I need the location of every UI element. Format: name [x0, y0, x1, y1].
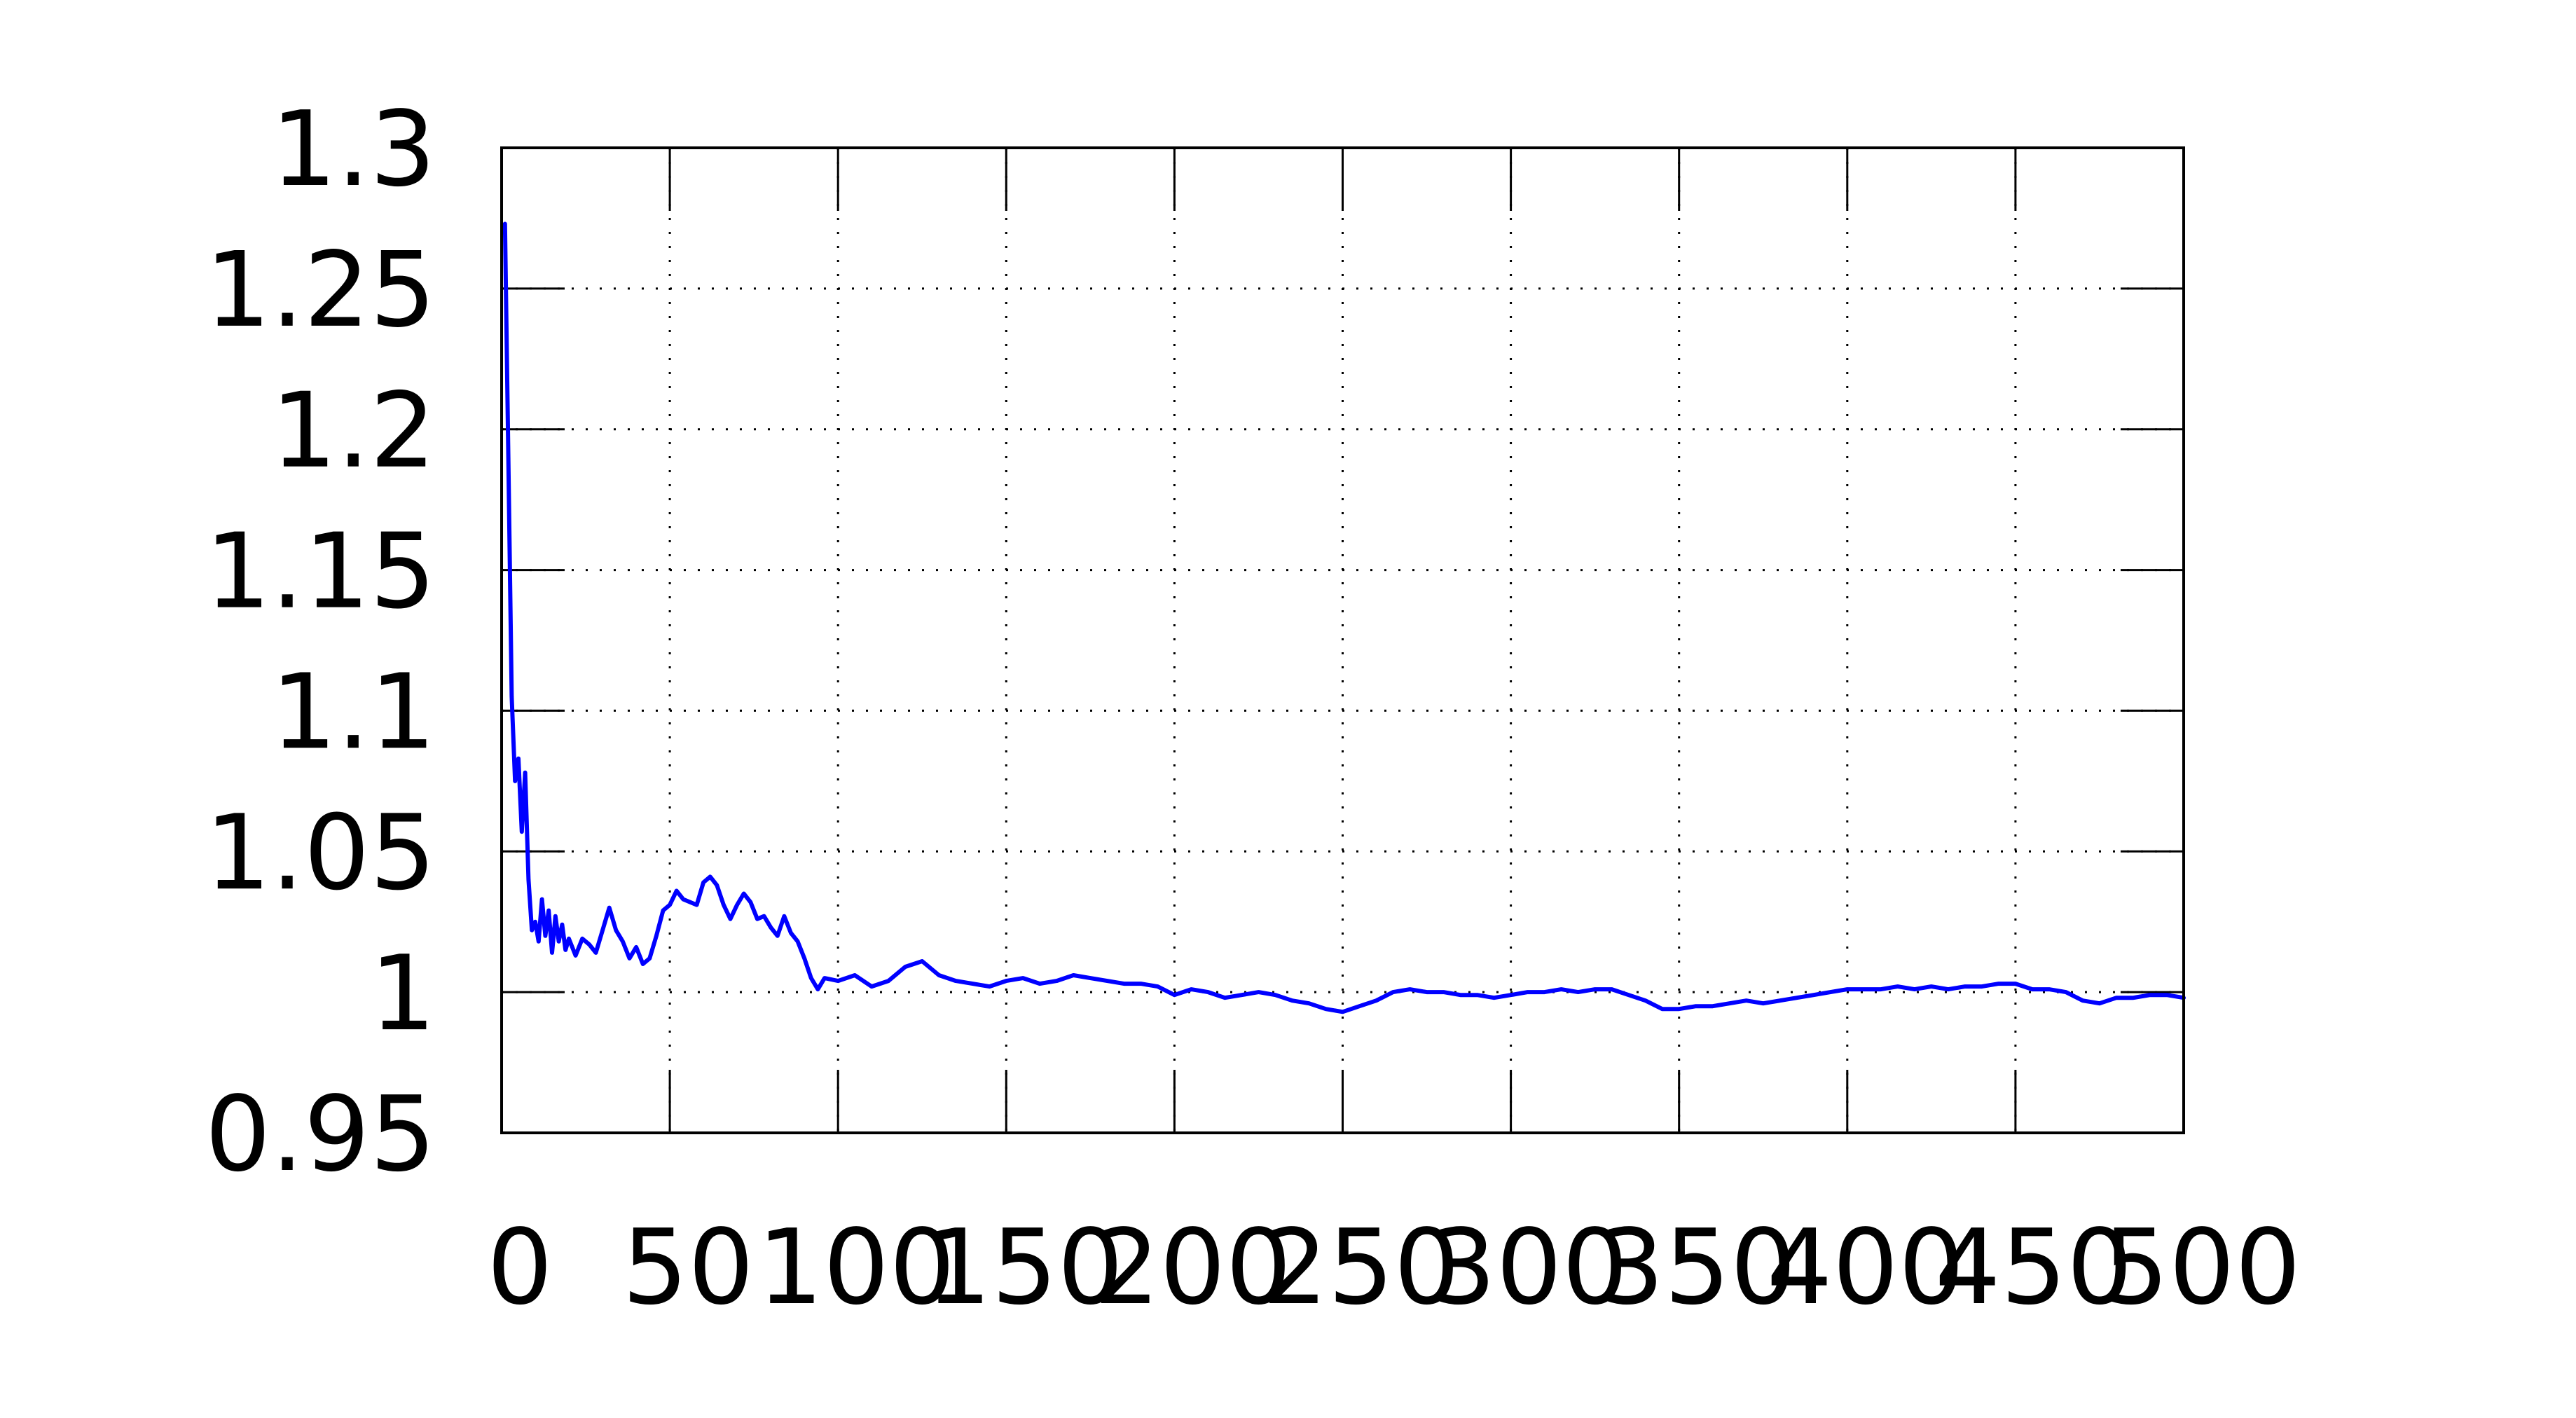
y-tick-label: 0.95	[205, 1074, 436, 1195]
plot-frame	[500, 146, 2185, 1134]
x-tick-label: 150	[925, 1207, 1124, 1328]
x-tick-label: 100	[757, 1207, 956, 1328]
y-tick-label: 1.1	[271, 652, 436, 772]
y-tick-label: 1	[370, 933, 436, 1054]
y-tick-labels: 0.95 1 1.05 1.1 1.15 1.2 1.25 1.3	[205, 89, 436, 1195]
series-layer	[502, 221, 2186, 1014]
x-tick-label: 500	[2103, 1207, 2301, 1328]
grid-lines	[502, 148, 2184, 1133]
y-tick-label: 1.2	[271, 371, 436, 491]
y-tick-label: 1.05	[205, 792, 436, 913]
axis-ticks	[502, 148, 2184, 1133]
y-tick-label: 1.3	[271, 89, 436, 209]
series-line	[502, 221, 2186, 1014]
x-tick-label: 200	[1094, 1207, 1292, 1328]
x-tick-label: 0	[487, 1207, 553, 1328]
y-tick-label: 1.25	[205, 230, 436, 350]
x-tick-label: 400	[1767, 1207, 1965, 1328]
x-tick-label: 350	[1598, 1207, 1796, 1328]
x-tick-label: 300	[1430, 1207, 1628, 1328]
x-tick-label: 250	[1262, 1207, 1460, 1328]
x-tick-label: 50	[622, 1207, 754, 1328]
y-tick-label: 1.15	[205, 511, 436, 632]
x-tick-label: 450	[1935, 1207, 2133, 1328]
